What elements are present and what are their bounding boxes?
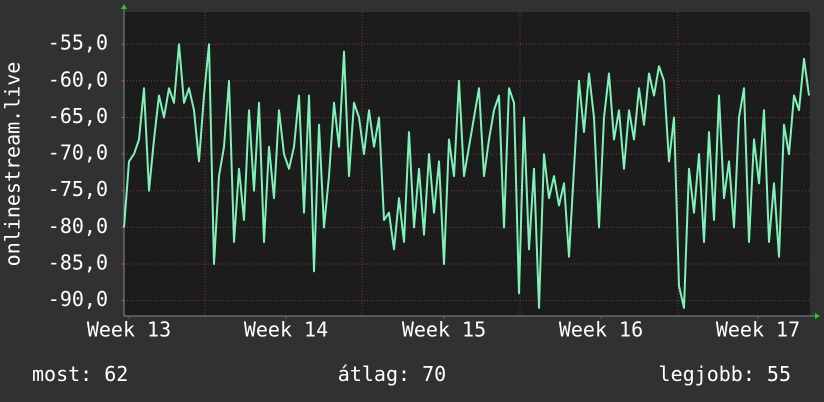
y-tick-label: -70,0 <box>48 141 108 165</box>
stat: most: 62 <box>32 362 128 386</box>
stat-label: most: <box>32 362 92 386</box>
x-tick-label: Week 13 <box>87 318 171 342</box>
stat-label: átlag: <box>338 362 410 386</box>
y-tick-label: -80,0 <box>48 214 108 238</box>
x-tick-label: Week 16 <box>559 318 643 342</box>
stat: legjobb: 55 <box>659 362 791 386</box>
y-tick-label: -75,0 <box>48 177 108 201</box>
y-tick-label: -90,0 <box>48 287 108 311</box>
stat-value: 70 <box>422 362 446 386</box>
axis-arrow <box>815 313 820 319</box>
stat-value: 55 <box>767 362 791 386</box>
x-tick-label: Week 14 <box>244 318 328 342</box>
stat-label: legjobb: <box>659 362 755 386</box>
y-tick-label: -85,0 <box>48 250 108 274</box>
stat-value: 62 <box>104 362 128 386</box>
y-tick-label: -60,0 <box>48 67 108 91</box>
x-tick-label: Week 15 <box>402 318 486 342</box>
y-tick-label: -55,0 <box>48 31 108 55</box>
axis-arrow <box>121 4 127 9</box>
x-tick-label: Week 17 <box>716 318 800 342</box>
y-axis-label: onlinestream.live <box>1 62 25 267</box>
stat: átlag: 70 <box>338 362 446 386</box>
y-tick-label: -65,0 <box>48 104 108 128</box>
data-line <box>123 43 810 309</box>
